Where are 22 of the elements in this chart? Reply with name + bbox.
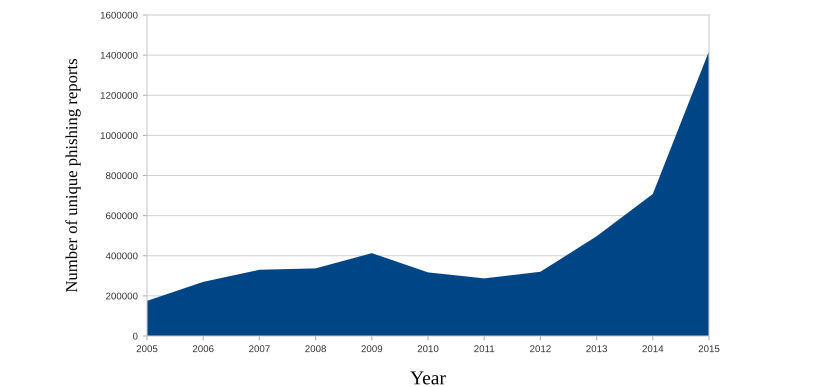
x-tick-label: 2008 xyxy=(305,345,326,352)
x-tick-label: 2011 xyxy=(474,345,494,352)
y-tick-label: 1600000 xyxy=(100,12,138,19)
x-tick-label: 2012 xyxy=(530,345,551,352)
x-tick-label: 2006 xyxy=(192,345,214,352)
x-tick-label: 2013 xyxy=(586,345,607,352)
y-tick-label: 200000 xyxy=(106,292,138,300)
y-tick-label: 800000 xyxy=(106,172,138,180)
y-tick-label: 1400000 xyxy=(100,52,138,59)
y-tick-label: 1200000 xyxy=(100,92,138,99)
y-tick-label: 0 xyxy=(132,332,138,340)
y-axis-title: Number of unique phishing reports xyxy=(65,58,81,292)
x-tick-label: 2009 xyxy=(361,345,382,352)
y-tick-label: 400000 xyxy=(106,252,138,260)
x-tick-label: 2015 xyxy=(698,345,720,352)
x-tick-label: 2014 xyxy=(642,345,664,352)
y-tick-label: 1000000 xyxy=(100,132,138,139)
x-tick-label: 2007 xyxy=(249,345,270,352)
x-tick-label: 2010 xyxy=(418,345,438,352)
y-tick-label: 600000 xyxy=(106,212,138,220)
x-axis-title: Year xyxy=(410,372,446,384)
x-tick-label: 2005 xyxy=(136,345,158,352)
